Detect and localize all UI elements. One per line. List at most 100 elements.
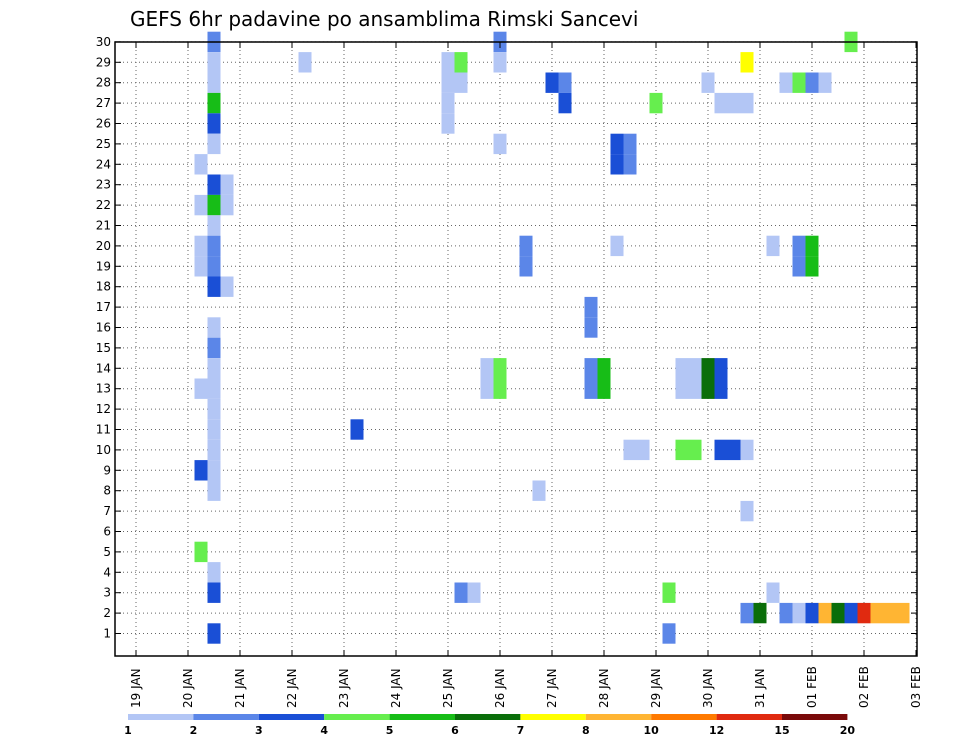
x-tick-label: 25 JAN bbox=[441, 668, 455, 708]
legend-swatch bbox=[651, 714, 717, 720]
data-cell bbox=[207, 480, 221, 501]
y-tick-label: 7 bbox=[103, 504, 111, 518]
y-tick-label: 20 bbox=[96, 239, 111, 253]
data-cell bbox=[207, 256, 221, 277]
data-cell bbox=[649, 92, 663, 114]
data-cell bbox=[597, 358, 611, 379]
y-tick-label: 12 bbox=[96, 402, 111, 416]
data-cell bbox=[207, 439, 221, 461]
data-cell bbox=[207, 276, 221, 297]
legend-swatch bbox=[520, 714, 586, 720]
x-tick-label: 28 JAN bbox=[597, 668, 611, 708]
data-cell bbox=[207, 337, 221, 359]
y-tick-label: 27 bbox=[96, 96, 111, 110]
legend-label: 3 bbox=[255, 724, 263, 737]
data-cell bbox=[519, 256, 533, 277]
y-tick-label: 30 bbox=[96, 35, 111, 49]
data-cell bbox=[194, 460, 208, 481]
data-cell bbox=[688, 439, 702, 461]
data-cell bbox=[584, 317, 598, 338]
data-cell bbox=[753, 602, 767, 624]
y-tick-label: 16 bbox=[96, 321, 111, 335]
plot-frame bbox=[114, 41, 918, 657]
data-cell bbox=[714, 92, 728, 114]
y-tick-label: 9 bbox=[103, 463, 111, 477]
x-tick-label: 30 JAN bbox=[701, 668, 715, 708]
y-tick-label: 26 bbox=[96, 117, 111, 131]
data-cell bbox=[805, 256, 819, 277]
y-tick-label: 11 bbox=[96, 423, 111, 437]
data-cell bbox=[207, 419, 221, 440]
data-cell bbox=[805, 235, 819, 257]
x-tick-label: 26 JAN bbox=[493, 668, 507, 708]
data-cell bbox=[298, 52, 312, 73]
data-cell bbox=[623, 154, 637, 175]
legend-label: 6 bbox=[451, 724, 459, 737]
data-cell bbox=[831, 602, 845, 624]
y-tick-label: 21 bbox=[96, 219, 111, 233]
data-cell bbox=[701, 378, 715, 399]
data-cell bbox=[714, 439, 728, 461]
legend-swatch bbox=[258, 714, 325, 720]
y-tick-label: 13 bbox=[96, 382, 111, 396]
x-tick-label: 20 JAN bbox=[181, 668, 195, 708]
data-cell bbox=[194, 235, 208, 257]
x-tick-label: 24 JAN bbox=[389, 668, 403, 708]
legend-label: 10 bbox=[644, 724, 660, 737]
data-cell bbox=[480, 378, 494, 399]
y-tick-label: 17 bbox=[96, 300, 111, 314]
data-cell bbox=[766, 582, 780, 603]
data-cell bbox=[688, 378, 702, 399]
legend-label: 15 bbox=[774, 724, 789, 737]
y-tick-label: 4 bbox=[103, 565, 111, 579]
data-cell bbox=[623, 439, 637, 461]
data-cell bbox=[740, 602, 754, 624]
x-tick-label: 22 JAN bbox=[285, 668, 299, 708]
data-cell bbox=[207, 194, 221, 216]
color-legend: 1 2 3 4 5 6 7 8 10 12 15 20 bbox=[124, 714, 855, 737]
data-cell bbox=[792, 602, 806, 624]
data-cells bbox=[194, 31, 910, 644]
x-tick-label: 31 JAN bbox=[753, 668, 767, 708]
legend-swatch bbox=[389, 714, 455, 720]
data-cell bbox=[558, 72, 572, 93]
y-tick-label: 6 bbox=[103, 525, 111, 539]
data-cell bbox=[454, 582, 468, 603]
data-cell bbox=[519, 235, 533, 257]
y-tick-label: 24 bbox=[96, 157, 111, 171]
y-tick-label: 29 bbox=[96, 55, 111, 69]
x-axis: 19 JAN 20 JAN 21 JAN 22 JAN 23 JAN 24 JAN 25 J… bbox=[129, 42, 923, 708]
y-tick-label: 18 bbox=[96, 280, 111, 294]
data-cell bbox=[766, 235, 780, 257]
data-cell bbox=[558, 92, 572, 114]
legend-swatch bbox=[782, 714, 848, 720]
legend-label: 20 bbox=[840, 724, 856, 737]
data-cell bbox=[779, 72, 793, 93]
x-tick-label: 03 FEB bbox=[909, 666, 923, 708]
data-cell bbox=[779, 602, 793, 624]
data-cell bbox=[441, 113, 455, 134]
data-cell bbox=[493, 358, 507, 379]
data-cell bbox=[207, 215, 221, 236]
x-tick-label: 21 JAN bbox=[233, 668, 247, 708]
data-cell bbox=[207, 92, 221, 114]
y-tick-label: 23 bbox=[96, 178, 111, 192]
data-cell bbox=[207, 113, 221, 134]
x-tick-label: 01 FEB bbox=[805, 666, 819, 708]
data-cell bbox=[818, 602, 832, 624]
chart-title: GEFS 6hr padavine po ansamblima Rimski S… bbox=[130, 7, 638, 31]
legend-swatch bbox=[128, 714, 194, 720]
x-tick-label: 27 JAN bbox=[545, 668, 559, 708]
data-cell bbox=[675, 358, 689, 379]
data-cell bbox=[207, 317, 221, 338]
data-cell bbox=[714, 358, 728, 379]
data-cell bbox=[207, 398, 221, 420]
data-cell bbox=[194, 194, 208, 216]
data-cell bbox=[194, 154, 208, 175]
legend-swatch bbox=[324, 714, 390, 720]
data-cell bbox=[675, 439, 689, 461]
data-cell bbox=[493, 52, 507, 73]
data-cell bbox=[740, 439, 754, 461]
data-cell bbox=[194, 541, 208, 563]
data-cell bbox=[441, 52, 455, 73]
